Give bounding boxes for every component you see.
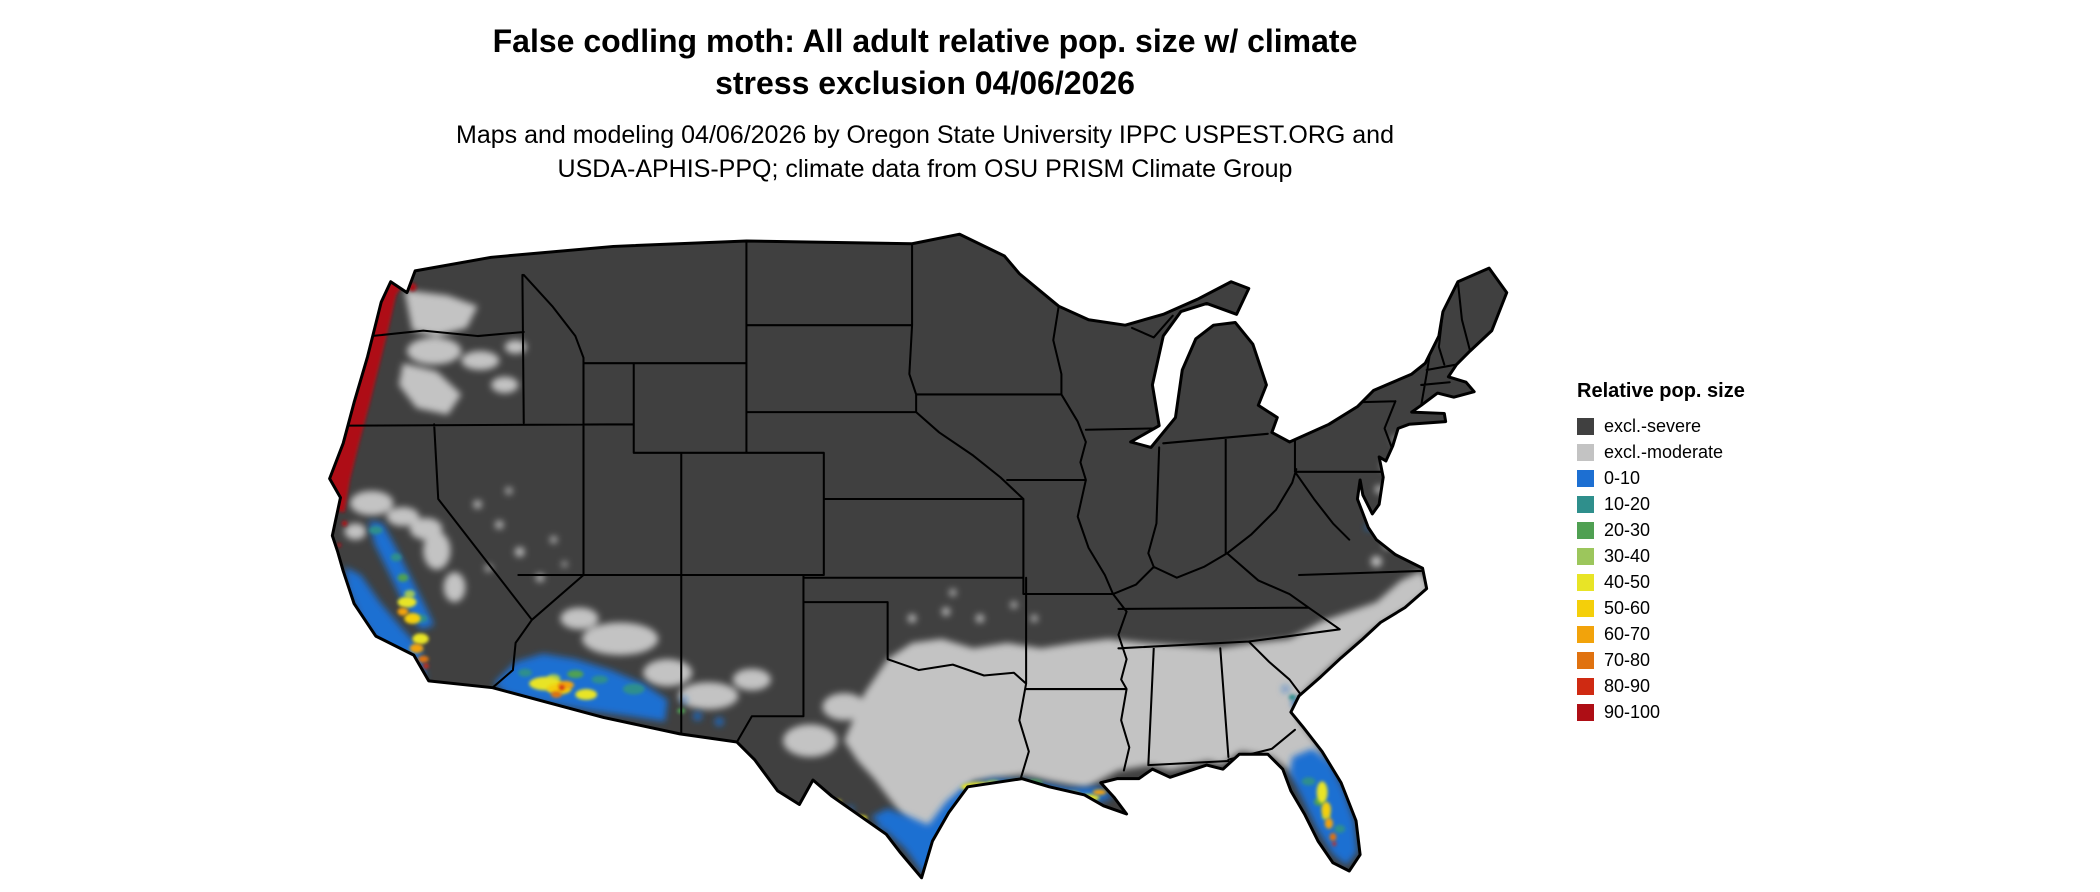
- legend-label: 50-60: [1604, 598, 1651, 618]
- subtitle-line-1: Maps and modeling 04/06/2026 by Oregon S…: [456, 121, 1394, 149]
- legend-item: 70-80: [1577, 647, 1745, 673]
- page-subtitle: Maps and modeling 04/06/2026 by Oregon S…: [320, 118, 1530, 186]
- legend-item: 10-20: [1577, 491, 1745, 517]
- legend-item: 0-10: [1577, 465, 1745, 491]
- state-borders: [347, 239, 1472, 780]
- legend-label: 90-100: [1604, 702, 1661, 722]
- legend-swatch: [1577, 651, 1594, 669]
- legend-item: 80-90: [1577, 673, 1745, 699]
- legend-item: 40-50: [1577, 569, 1745, 595]
- legend-swatch: [1577, 599, 1594, 617]
- legend-label: 70-80: [1604, 650, 1651, 670]
- legend-swatch: [1577, 417, 1594, 435]
- legend-swatch: [1577, 677, 1594, 695]
- subtitle-line-2: USDA-APHIS-PPQ; climate data from OSU PR…: [557, 155, 1293, 183]
- legend-item: excl.-moderate: [1577, 439, 1745, 465]
- legend-swatch: [1577, 443, 1594, 461]
- legend: Relative pop. size excl.-severe excl.-mod…: [1577, 380, 1745, 725]
- legend-item: 50-60: [1577, 595, 1745, 621]
- legend-title: Relative pop. size: [1577, 380, 1745, 402]
- legend-item: 60-70: [1577, 621, 1745, 647]
- page-title: False codling moth: All adult relative p…: [320, 20, 1530, 104]
- legend-swatch: [1577, 469, 1594, 487]
- legend-swatch: [1577, 495, 1594, 513]
- legend-label: 10-20: [1604, 494, 1651, 514]
- legend-label: 20-30: [1604, 520, 1651, 540]
- legend-swatch: [1577, 703, 1594, 721]
- legend-item: 90-100: [1577, 699, 1745, 725]
- legend-swatch: [1577, 547, 1594, 565]
- overlay-excl-moderate: [344, 289, 1431, 850]
- legend-swatch: [1577, 521, 1594, 539]
- legend-label: 30-40: [1604, 546, 1651, 566]
- us-outline: [328, 232, 1509, 880]
- title-line-2: stress exclusion 04/06/2026: [715, 65, 1135, 101]
- legend-item: 30-40: [1577, 543, 1745, 569]
- legend-label: 40-50: [1604, 572, 1651, 592]
- legend-swatch: [1577, 573, 1594, 591]
- legend-item: excl.-severe: [1577, 413, 1745, 439]
- legend-label: excl.-severe: [1604, 416, 1702, 436]
- legend-label: 0-10: [1604, 468, 1641, 488]
- title-line-1: False codling moth: All adult relative p…: [492, 23, 1358, 59]
- legend-item: 20-30: [1577, 517, 1745, 543]
- legend-swatch: [1577, 625, 1594, 643]
- legend-label: 60-70: [1604, 624, 1651, 644]
- legend-items: excl.-severe excl.-moderate 0-10 10-20 20-30…: [1577, 413, 1745, 725]
- overlay-pop-80-90: [423, 663, 1337, 846]
- us-map: [305, 222, 1530, 890]
- legend-label: 80-90: [1604, 676, 1651, 696]
- legend-label: excl.-moderate: [1604, 442, 1724, 462]
- us-map-svg: [328, 232, 1509, 880]
